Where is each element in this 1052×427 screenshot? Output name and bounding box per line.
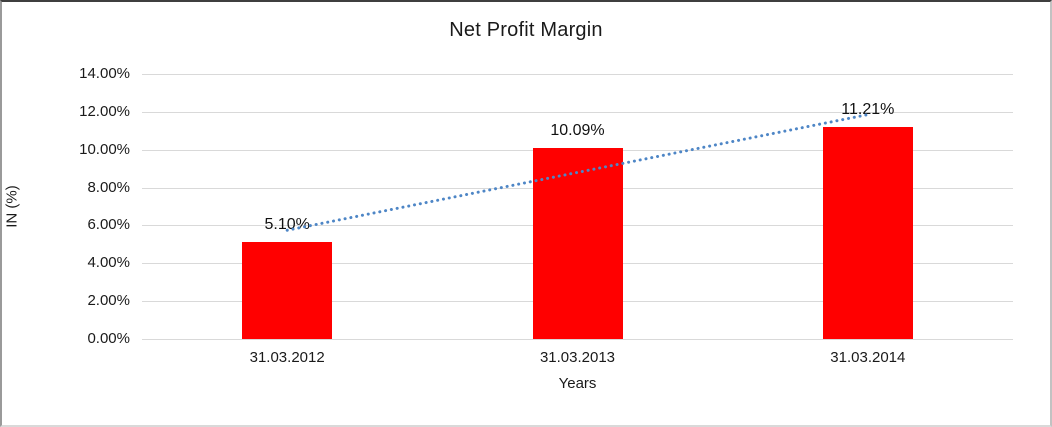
y-tick-label: 12.00%: [79, 102, 130, 120]
bar-data-label: 11.21%: [841, 100, 895, 118]
y-tick-label: 10.00%: [79, 140, 130, 158]
chart-title: Net Profit Margin: [449, 19, 603, 41]
x-axis-line: [142, 339, 1013, 340]
gridline: [142, 74, 1013, 75]
y-axis-title: IN (%): [3, 185, 21, 228]
y-tick-label: 8.00%: [87, 178, 130, 196]
bar-data-label: 10.09%: [550, 122, 605, 139]
x-tick-label: 31.03.2012: [249, 349, 325, 366]
x-tick-label: 31.03.2013: [539, 349, 616, 366]
gridline: [142, 111, 1013, 113]
trendline: [285, 113, 870, 232]
y-tick-label: 14.00%: [79, 65, 130, 82]
y-tick-label: 2.00%: [87, 292, 130, 310]
x-axis-title: Years: [558, 375, 597, 392]
bar-31.03.2012: [242, 242, 333, 339]
y-tick-label: 0.00%: [87, 330, 130, 347]
plot-area: 5.10% 10.09% 11.21%: [142, 74, 1013, 340]
y-tick-label: 4.00%: [87, 254, 130, 272]
y-tick-label: 6.00%: [87, 216, 130, 234]
bar-31.03.2014: [822, 126, 913, 339]
x-tick-label: 31.03.2014: [830, 349, 906, 366]
